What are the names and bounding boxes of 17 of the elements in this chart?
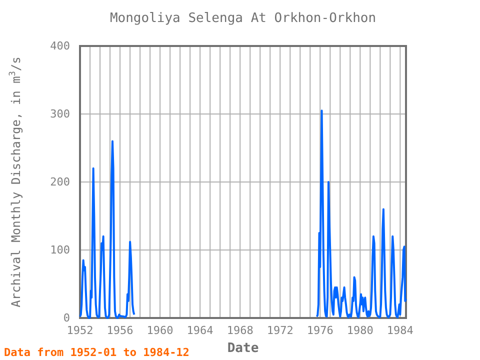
y-tick-label: 400 bbox=[50, 40, 70, 53]
chart-title: Mongoliya Selenga At Orkhon-Orkhon bbox=[110, 11, 376, 26]
y-tick-label: 200 bbox=[50, 176, 70, 189]
x-tick-label: 1964 bbox=[186, 324, 214, 337]
x-tick-label: 1960 bbox=[146, 324, 174, 337]
y-tick-label: 0 bbox=[63, 312, 70, 325]
x-axis-title: Date bbox=[227, 341, 259, 356]
text: Data from 1952-01 to 1984-12 bbox=[4, 346, 190, 359]
x-tick-label: 1980 bbox=[346, 324, 374, 337]
x-tick-label: 1952 bbox=[66, 324, 94, 337]
x-tick-label: 1972 bbox=[266, 324, 294, 337]
x-tick-label: 1976 bbox=[306, 324, 334, 337]
x-tick-label: 1984 bbox=[386, 324, 414, 337]
x-tick-label: 1956 bbox=[106, 324, 134, 337]
y-tick-label: 100 bbox=[50, 244, 70, 257]
y-tick-label: 300 bbox=[50, 108, 70, 121]
x-tick-label: 1968 bbox=[226, 324, 254, 337]
